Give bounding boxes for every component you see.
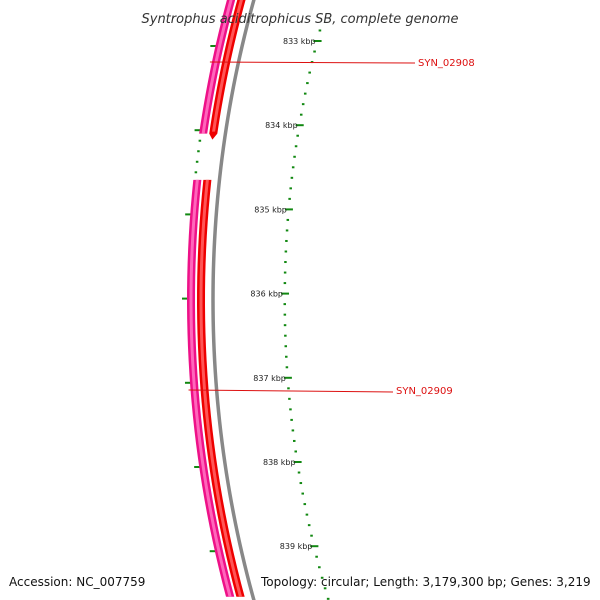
ruler-tick-label: 837 kbp <box>253 374 286 383</box>
ruler-tick-label: 838 kbp <box>263 458 296 467</box>
topology-text: Topology: circular; Length: 3,179,300 bp… <box>260 575 591 589</box>
gene-label-syn_02909[interactable]: SYN_02909 <box>396 386 453 397</box>
gene-features <box>187 0 246 597</box>
map-title: Syntrophus aciditrophicus SB, complete g… <box>142 12 459 27</box>
gene-label-leader <box>209 61 416 64</box>
ruler-tick-label: 839 kbp <box>280 542 313 551</box>
gene-label-leader <box>188 389 394 393</box>
ruler-tick-label: 834 kbp <box>265 121 298 130</box>
gene-feature-highlight <box>201 0 233 134</box>
gene-labels: SYN_02908 SYN_02909 <box>188 58 475 397</box>
cds-feature-highlight <box>199 179 243 597</box>
ruler-tick-label: 835 kbp <box>254 205 287 214</box>
gene-feature-highlight <box>189 179 232 597</box>
accession-text: Accession: NC_007759 <box>9 575 145 589</box>
genome-backbone <box>211 0 256 600</box>
cds-feature-highlight <box>212 0 243 132</box>
gene-label-syn_02908[interactable]: SYN_02908 <box>418 58 475 69</box>
backbone-line <box>211 0 256 600</box>
ruler-tick-label: 833 kbp <box>283 37 316 46</box>
ruler-tick-label: 836 kbp <box>250 290 283 299</box>
